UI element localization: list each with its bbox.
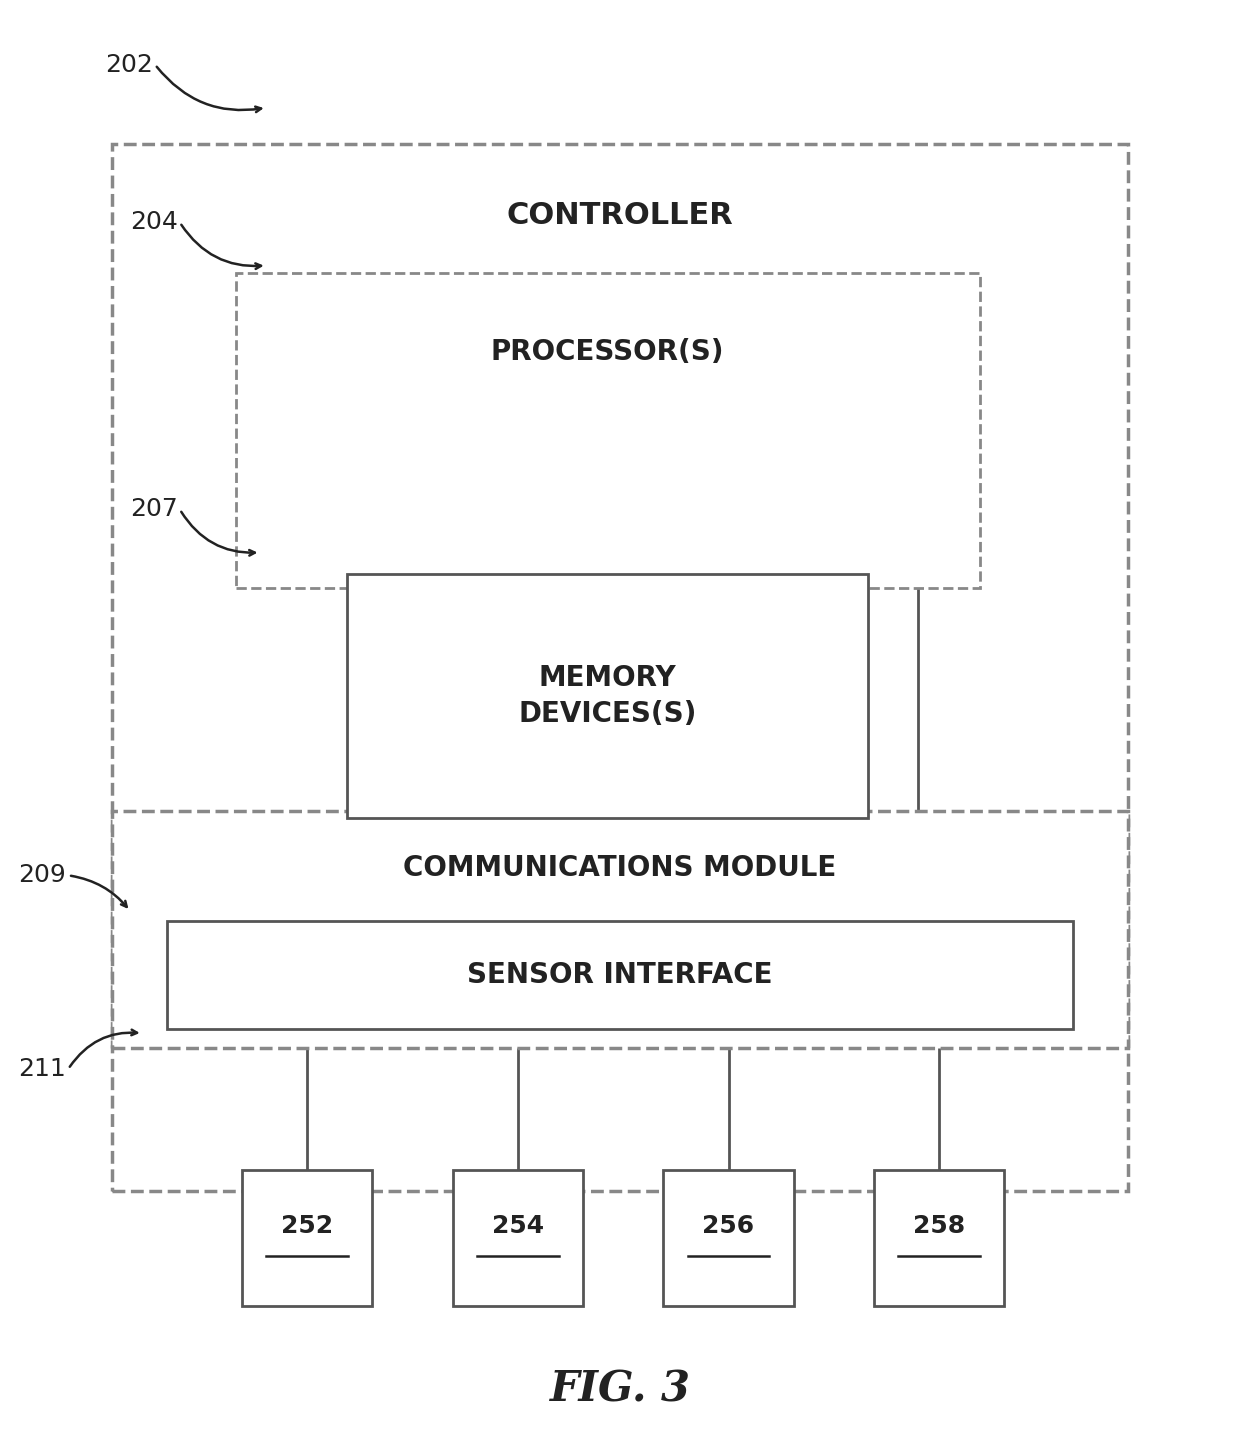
Text: SENSOR INTERFACE: SENSOR INTERFACE	[467, 961, 773, 989]
Text: 204: 204	[130, 211, 179, 234]
Text: 209: 209	[19, 864, 67, 887]
Text: 256: 256	[702, 1214, 755, 1238]
Bar	[663, 1170, 794, 1306]
Text: FIG. 3: FIG. 3	[549, 1368, 691, 1411]
Text: 202: 202	[105, 53, 154, 76]
Text: MEMORY
DEVICES(S): MEMORY DEVICES(S)	[518, 663, 697, 729]
Bar	[453, 1170, 583, 1306]
Bar	[236, 273, 980, 588]
Text: 258: 258	[913, 1214, 966, 1238]
Text: COMMUNICATIONS MODULE: COMMUNICATIONS MODULE	[403, 854, 837, 883]
Text: PROCESSOR(S): PROCESSOR(S)	[491, 337, 724, 366]
Bar	[874, 1170, 1004, 1306]
Text: 254: 254	[491, 1214, 544, 1238]
Bar	[112, 144, 1128, 1191]
Bar	[112, 811, 1128, 1048]
Text: 252: 252	[280, 1214, 334, 1238]
Bar	[347, 574, 868, 818]
Bar	[167, 921, 1073, 1029]
Text: CONTROLLER: CONTROLLER	[507, 201, 733, 230]
Text: 207: 207	[130, 498, 179, 521]
Bar	[242, 1170, 372, 1306]
Text: 211: 211	[19, 1058, 67, 1081]
